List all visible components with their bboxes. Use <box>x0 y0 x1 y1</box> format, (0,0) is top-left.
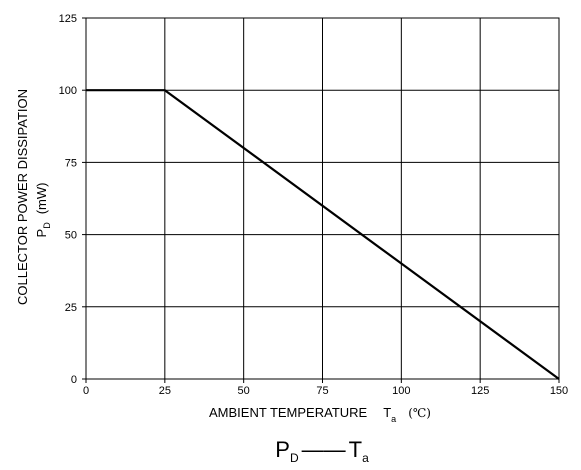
y-axis-unit: (mW) <box>34 183 49 215</box>
x-tick-label: 125 <box>471 385 489 397</box>
series-layer <box>86 89 560 380</box>
caption-dash: —— <box>302 437 346 462</box>
x-tick-label: 100 <box>392 385 410 397</box>
caption-left-symbol: P <box>275 437 290 462</box>
caption-left-subscript: D <box>290 451 299 465</box>
x-axis-label-group: AMBIENT TEMPERATURE Ta (℃) <box>209 405 431 424</box>
grid-layer <box>85 17 560 380</box>
y-axis-label: COLLECTOR POWER DISSIPATION <box>15 89 30 305</box>
y-tick-label: 0 <box>71 374 77 386</box>
y-tick-label: 125 <box>59 13 77 25</box>
y-axis-quantity-label: PD (mW) <box>34 183 52 238</box>
x-axis-label: AMBIENT TEMPERATURE <box>209 405 368 420</box>
x-tick-label: 75 <box>316 385 328 397</box>
caption-right-subscript: a <box>362 451 369 465</box>
x-axis-subscript: a <box>391 414 396 424</box>
y-tick-label: 25 <box>65 302 77 314</box>
y-tick-label: 75 <box>65 157 77 169</box>
y-tick-label: 100 <box>59 85 77 97</box>
y-axis-subscript: D <box>42 222 52 229</box>
x-tick-label: 150 <box>550 385 568 397</box>
y-axis-label-group: COLLECTOR POWER DISSIPATION PD (mW) <box>15 89 52 305</box>
x-tick-label: 25 <box>159 385 171 397</box>
tick-labels: 0 25 50 75 100 125 150 0 25 50 75 100 125 <box>59 13 569 397</box>
y-tick-label: 50 <box>65 230 77 242</box>
caption-right-symbol: T <box>349 437 362 462</box>
y-axis-symbol: P <box>34 229 49 238</box>
x-tick-label: 0 <box>83 385 89 397</box>
x-tick-label: 50 <box>238 385 250 397</box>
derating-curve <box>86 89 560 380</box>
chart-caption: PD —— Ta <box>275 437 369 465</box>
x-axis-unit: (℃) <box>408 406 431 420</box>
x-axis-symbol: T <box>383 405 391 420</box>
